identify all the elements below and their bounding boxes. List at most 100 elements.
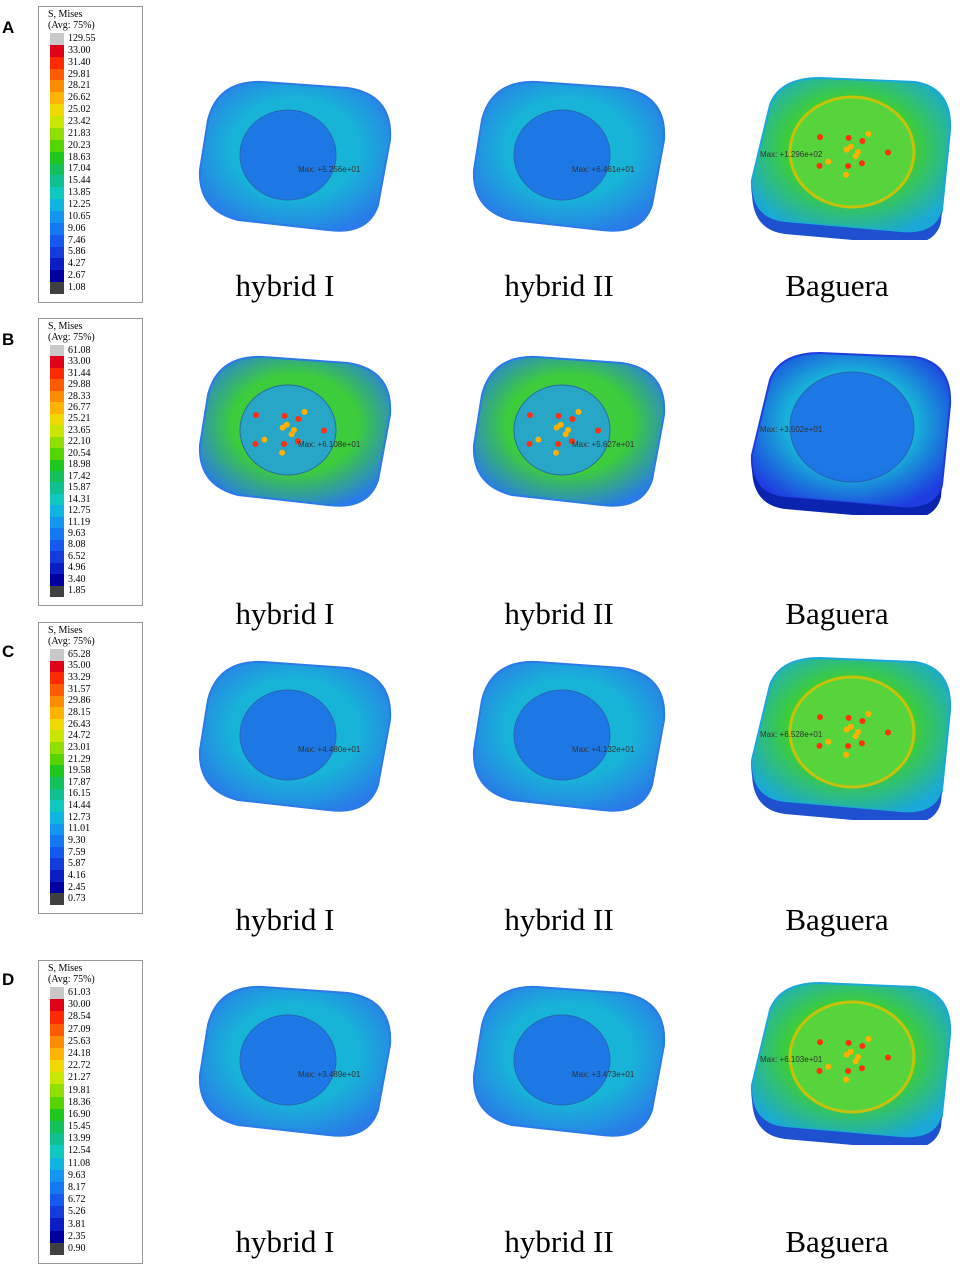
stress-hotspot	[281, 440, 288, 447]
max-stress-label: Max: +5.256e+01	[298, 165, 361, 174]
legend-color-bar	[50, 987, 64, 1256]
max-stress-label: Max: +6.461e+01	[572, 165, 635, 174]
stress-hotspot	[845, 1067, 852, 1074]
legend-value: 26.62	[68, 92, 91, 104]
legend-swatch	[50, 788, 64, 801]
stress-hotspot	[562, 431, 569, 438]
panel-label: C	[2, 642, 15, 661]
stress-hotspot	[553, 449, 560, 456]
stress-hotspot	[568, 438, 575, 445]
legend-value: 21.27	[68, 1072, 91, 1084]
legend-value: 15.45	[68, 1121, 91, 1133]
legend-color-bar	[50, 649, 64, 906]
legend-swatch	[50, 1011, 64, 1025]
legend-value: 12.54	[68, 1145, 91, 1157]
model-caption: hybrid I	[235, 268, 335, 303]
stress-hotspot	[847, 723, 854, 730]
legend-value: 4.16	[68, 869, 86, 881]
legend-swatch	[50, 1206, 64, 1219]
legend-value: 23.42	[68, 115, 91, 127]
legend-swatch	[50, 1169, 64, 1183]
legend-title-line2: (Avg: 75%)	[48, 332, 95, 343]
fem-model-hybrid-1	[198, 985, 392, 1137]
legend-value: 29.86	[68, 695, 91, 707]
legend-swatch	[50, 1023, 64, 1037]
legend-swatch	[50, 742, 64, 755]
stress-hotspot	[845, 714, 852, 721]
dome-region	[239, 109, 337, 201]
legend-value: 16.90	[68, 1108, 91, 1120]
fem-model-hybrid-2	[472, 985, 666, 1137]
legend-value: 5.86	[68, 246, 86, 258]
stress-hotspot	[555, 440, 562, 447]
fem-model-hybrid-1	[198, 355, 392, 507]
legend-value: 17.87	[68, 776, 91, 788]
dome-region	[239, 1014, 337, 1106]
legend-swatch	[50, 413, 64, 426]
legend-value: 9.63	[68, 1169, 86, 1181]
legend-swatch	[50, 1157, 64, 1171]
stress-hotspot	[252, 412, 259, 419]
legend-value: 2.45	[68, 881, 86, 893]
fem-model-hybrid-1	[198, 660, 392, 812]
fem-model-baguera	[750, 981, 952, 1145]
dome-region	[513, 109, 611, 201]
legend-value: 24.18	[68, 1048, 91, 1059]
stress-hotspot	[816, 742, 823, 749]
legend-value: 26.43	[68, 718, 91, 730]
legend-value: 9.06	[68, 222, 86, 234]
model-caption: hybrid II	[504, 268, 614, 303]
legend-value: 1.85	[68, 585, 86, 597]
legend-value: 12.73	[68, 811, 91, 823]
legend-value: 15.44	[68, 175, 91, 187]
legend-title-line1: S, Mises	[48, 9, 83, 20]
stress-legend: S, Mises (Avg: 75%) 129.55 33.00 31.40 29.81 2…	[38, 6, 143, 303]
stress-hotspot	[865, 130, 872, 137]
stress-hotspot	[526, 440, 533, 447]
stress-hotspot	[843, 751, 850, 758]
stress-hotspot	[884, 729, 891, 736]
max-stress-label: Max: +6.108e+01	[298, 440, 361, 449]
stress-hotspot	[859, 1043, 866, 1050]
stress-hotspot	[575, 408, 582, 415]
legend-swatch	[50, 116, 64, 129]
legend-value: 10.65	[68, 210, 91, 222]
legend-value: 28.54	[68, 1011, 91, 1023]
legend-value: 61.03	[68, 987, 91, 999]
legend-swatch	[50, 1060, 64, 1073]
stress-hotspot	[884, 1054, 891, 1061]
stress-hotspot	[858, 1065, 865, 1072]
legend-swatch	[50, 870, 64, 883]
dome-region	[788, 1000, 916, 1114]
legend-swatch	[50, 402, 64, 415]
legend-value: 1.08	[68, 282, 86, 294]
legend-value: 15.87	[68, 482, 91, 494]
stress-hotspot	[845, 742, 852, 749]
legend-value: 18.98	[68, 459, 91, 471]
stress-hotspot	[843, 1051, 850, 1058]
legend-value: 12.25	[68, 199, 91, 211]
legend-swatch	[50, 1242, 64, 1256]
legend-swatch	[50, 718, 64, 731]
legend-value: 0.90	[68, 1242, 86, 1254]
stress-legend: S, Mises (Avg: 75%) 61.08 33.00 31.44 29.88 28…	[38, 318, 143, 606]
stress-hotspot	[252, 440, 259, 447]
model-caption: hybrid I	[235, 596, 335, 631]
max-stress-label: Max: +4.132e+01	[572, 745, 635, 754]
panel-label: B	[2, 330, 15, 349]
legend-value: 11.08	[68, 1157, 91, 1169]
model-caption: hybrid I	[235, 1224, 335, 1259]
legend-swatch	[50, 1145, 64, 1159]
legend-swatch	[50, 44, 64, 58]
fem-model-hybrid-1	[198, 80, 392, 232]
legend-value: 12.75	[68, 505, 91, 517]
legend-value: 9.63	[68, 528, 86, 539]
legend-value: 4.96	[68, 562, 86, 574]
legend-value: 3.40	[68, 573, 86, 585]
legend-value: 13.85	[68, 187, 91, 199]
legend-value: 4.27	[68, 258, 86, 270]
stress-hotspot	[816, 162, 823, 169]
legend-value: 27.09	[68, 1023, 91, 1035]
legend-swatch	[50, 730, 64, 743]
legend-color-bar	[50, 345, 64, 598]
